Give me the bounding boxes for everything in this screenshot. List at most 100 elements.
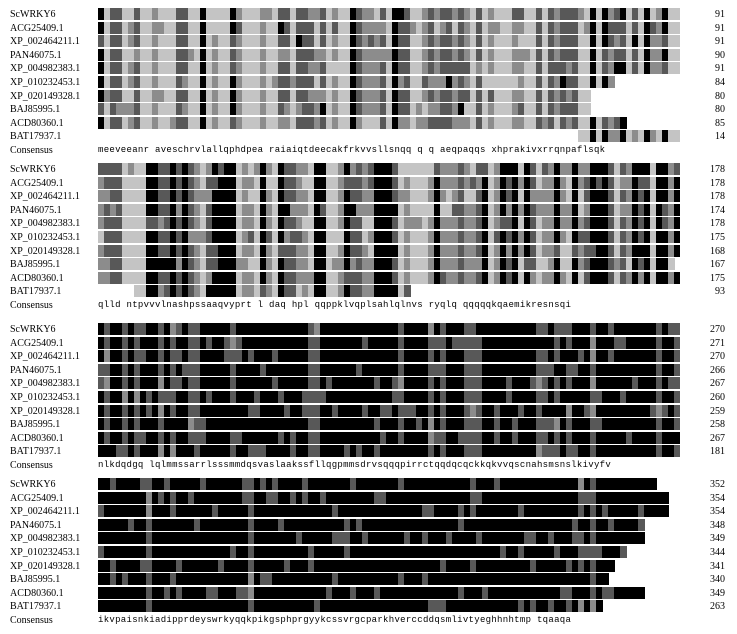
residue-shading [302, 404, 309, 417]
residue-shading [314, 478, 321, 490]
residue-shading [638, 130, 645, 143]
residue-shading [500, 271, 507, 284]
residue-shading [296, 35, 303, 48]
residue-shading [350, 546, 357, 558]
residue-shading [662, 350, 669, 363]
residue-shading [224, 546, 231, 558]
residue-shading [296, 377, 303, 390]
residue-shading [512, 586, 519, 599]
residue-shading [590, 350, 597, 363]
residue-shading [512, 244, 519, 257]
residue-shading [410, 546, 417, 558]
residue-shading [398, 116, 405, 129]
residue-shading [566, 600, 573, 613]
residue-shading [176, 103, 183, 116]
residue-shading [674, 35, 680, 48]
residue-shading [374, 404, 381, 417]
residue-shading [386, 350, 393, 363]
residue-shading [536, 350, 543, 363]
alignment-row: ACG25409.1 271 [0, 336, 737, 350]
residue-shading [380, 350, 387, 363]
residue-shading [446, 336, 453, 349]
residue-shading [266, 546, 273, 558]
residue-shading [356, 116, 363, 129]
residue-shading [524, 103, 531, 116]
residue-shading [332, 217, 339, 230]
residue-shading [458, 271, 465, 284]
residue-shading [98, 62, 105, 75]
residue-shading [158, 431, 165, 444]
residue-shading [554, 559, 561, 572]
sequence-track [98, 89, 680, 102]
residue-shading [380, 48, 387, 61]
residue-shading [218, 323, 225, 335]
residue-shading [470, 336, 477, 349]
residue-shading [524, 48, 531, 61]
residue-shading [170, 418, 177, 431]
residue-shading [482, 21, 489, 34]
residue-shading [536, 546, 543, 558]
residue-shading [296, 573, 303, 586]
residue-shading [398, 532, 405, 545]
residue-shading [656, 48, 663, 61]
residue-shading [416, 518, 423, 531]
residue-shading [326, 363, 333, 376]
residue-shading [440, 445, 447, 458]
residue-shading [470, 518, 477, 531]
residue-shading [200, 418, 207, 431]
residue-shading [230, 323, 237, 335]
residue-shading [236, 586, 243, 599]
residue-shading [374, 600, 381, 613]
residue-shading [230, 62, 237, 75]
residue-shading [332, 163, 339, 175]
residue-shading [362, 559, 369, 572]
residue-shading [410, 89, 417, 102]
residue-shading [596, 600, 603, 613]
residue-shading [272, 404, 279, 417]
residue-shading [116, 363, 123, 376]
residue-shading [230, 546, 237, 558]
residue-shading [170, 203, 177, 216]
residue-shading [590, 518, 597, 531]
residue-shading [446, 518, 453, 531]
residue-shading [494, 546, 501, 558]
residue-shading [350, 336, 357, 349]
residue-shading [404, 8, 411, 20]
residue-shading [98, 258, 105, 271]
residue-shading [590, 258, 597, 271]
residue-shading [590, 600, 597, 613]
residue-shading [182, 163, 189, 175]
residue-shading [398, 323, 405, 335]
residue-shading [578, 546, 585, 558]
residue-shading [272, 244, 279, 257]
residue-shading [440, 404, 447, 417]
residue-shading [662, 391, 669, 403]
residue-shading [368, 76, 375, 88]
residue-shading [596, 244, 603, 257]
residue-shading [194, 323, 201, 335]
residue-shading [194, 116, 201, 129]
residue-shading [110, 559, 117, 572]
residue-shading [320, 231, 327, 243]
residue-shading [494, 478, 501, 490]
residue-shading [590, 445, 597, 458]
residue-shading [260, 323, 267, 335]
residue-shading [578, 600, 585, 613]
residue-shading [140, 203, 147, 216]
residue-shading [602, 573, 609, 586]
residue-shading [278, 518, 285, 531]
residue-shading [428, 418, 435, 431]
residue-shading [422, 163, 429, 175]
residue-shading [236, 404, 243, 417]
residue-shading [320, 418, 327, 431]
residue-shading [506, 478, 513, 490]
residue-shading [590, 116, 597, 129]
residue-shading [620, 130, 627, 143]
residue-shading [440, 431, 447, 444]
residue-shading [368, 391, 375, 403]
residue-shading [134, 231, 141, 243]
residue-shading [242, 404, 249, 417]
residue-shading [128, 391, 135, 403]
residue-shading [296, 491, 303, 504]
residue-shading [476, 231, 483, 243]
